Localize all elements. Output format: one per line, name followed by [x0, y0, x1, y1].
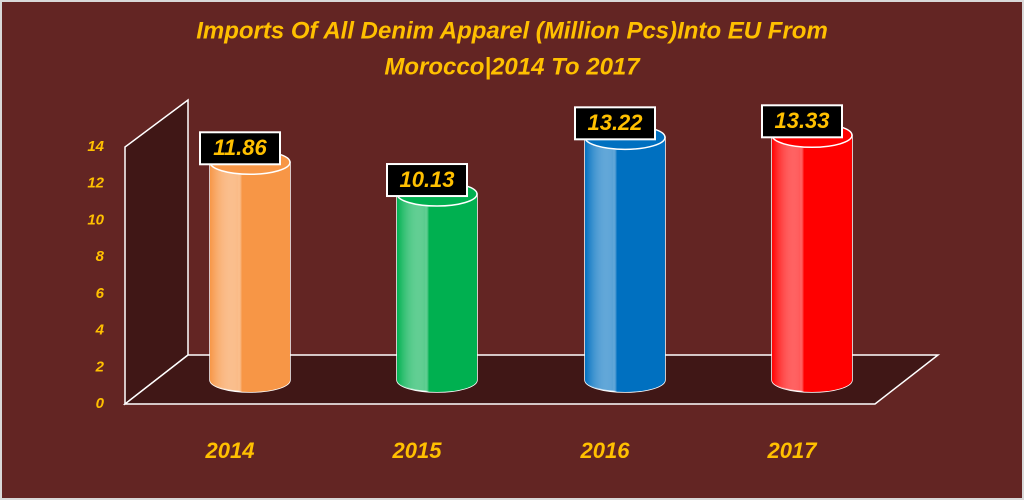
bar-shade	[772, 135, 852, 392]
y-tick-label: 12	[87, 175, 104, 192]
value-label-box	[761, 104, 843, 139]
bar	[584, 124, 666, 393]
value-label-box	[574, 106, 656, 141]
x-tick-label: 2016	[580, 438, 631, 463]
chart-title: Morocco|2014 To 2017	[384, 53, 641, 80]
bar-shade	[210, 162, 290, 392]
y-tick-label: 10	[87, 211, 104, 228]
y-tick-label: 4	[95, 322, 105, 339]
y-tick-label: 8	[96, 248, 105, 265]
y-tick-label: 0	[96, 395, 105, 412]
value-label-box	[199, 131, 281, 166]
value-label: 13.33	[774, 108, 829, 133]
value-label: 10.13	[399, 167, 454, 192]
floor	[122, 354, 941, 405]
back-wall	[124, 98, 189, 406]
value-label-box	[386, 163, 468, 198]
bar-shade	[397, 194, 477, 392]
chart-title: Imports Of All Denim Apparel (Million Pc…	[196, 17, 828, 44]
value-label: 13.22	[587, 110, 643, 135]
x-tick-label: 2015	[392, 438, 443, 463]
x-tick-label: 2017	[767, 438, 819, 463]
y-tick-label: 2	[95, 358, 105, 375]
y-tick-label: 6	[96, 285, 105, 302]
x-tick-label: 2014	[205, 438, 255, 463]
y-tick-label: 14	[87, 138, 104, 155]
bar	[396, 181, 478, 393]
value-label: 11.86	[213, 135, 267, 160]
bar	[771, 122, 853, 393]
bar	[209, 149, 291, 393]
bar-shade	[585, 137, 665, 392]
